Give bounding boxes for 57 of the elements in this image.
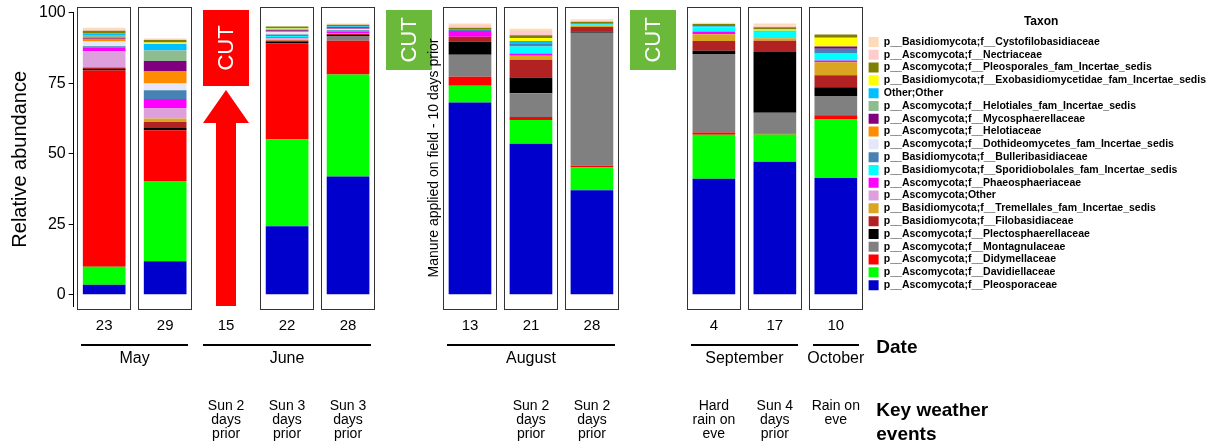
legend-label: p__Basidiomycota;f__Tremellales_fam_Incertae_sedis xyxy=(883,201,1156,214)
x-tick-label: 28 xyxy=(339,316,357,334)
annotation: CUT xyxy=(639,16,665,65)
x-tick-label: 13 xyxy=(461,316,479,334)
annotation: CUT xyxy=(396,16,422,65)
y-tick-label: 0 xyxy=(56,285,66,303)
y-tick-label: 75 xyxy=(47,73,66,91)
y-axis-title: Relative abundance xyxy=(7,70,30,248)
legend-label: p__Ascomycota;f__Helotiales_fam_Incertae_sedis xyxy=(883,98,1137,111)
legend-title: Taxon xyxy=(1023,14,1059,29)
text: October xyxy=(807,349,865,366)
legend-label: p__Ascomycota;f__Montagnulaceae xyxy=(883,239,1066,252)
text: September xyxy=(705,349,784,366)
legend-label: p__Ascomycota;f__Phaeosphaeriaceae xyxy=(883,175,1082,188)
legend-label: p__Ascomycota;f__Helotiaceae xyxy=(883,124,1042,137)
legend-label: p__Basidiomycota;f__Sporidiobolales_fam_Incertae_sedis xyxy=(883,162,1178,175)
legend-label: p__Ascomycota;f__Pleosporales_fam_Incertae_sedis xyxy=(883,60,1152,73)
text: August xyxy=(505,349,557,367)
x-tick-label: 10 xyxy=(827,316,845,334)
legend-label: p__Ascomycota;f__Plectosphaerellaceae xyxy=(883,226,1091,239)
x-tick-label: 22 xyxy=(278,316,296,334)
legend-label: p__Basidiomycota;f__Bulleribasidiaceae xyxy=(883,150,1088,163)
x-tick-label: 29 xyxy=(156,316,174,334)
legend-label: p__Ascomycota;Other xyxy=(883,188,996,201)
y-tick-label: 50 xyxy=(47,144,66,162)
y-tick-label: 100 xyxy=(38,3,66,21)
x-tick-label: 4 xyxy=(709,316,719,334)
text: Key weather events xyxy=(876,398,990,444)
legend-label: p__Ascomycota;f__Didymellaceae xyxy=(883,252,1057,265)
legend-label: p__Basidiomycota;f__Cystofilobasidiaceae xyxy=(883,34,1100,47)
legend-label: p__Ascomycota;f__Pleosporaceae xyxy=(883,278,1058,291)
legend-label: p__Ascomycota;f__Nectriaceae xyxy=(883,47,1043,60)
x-tick-label: 17 xyxy=(766,316,784,334)
y-tick-label: 25 xyxy=(47,214,66,232)
legend-label: p__Ascomycota;f__Mycosphaerellaceae xyxy=(883,111,1086,124)
annotation: CUT xyxy=(213,24,239,73)
legend-label: p__Ascomycota;f__Dothideomycetes_fam_Incertae_sedis xyxy=(883,137,1175,150)
x-tick-label: 15 xyxy=(217,316,235,334)
text: May xyxy=(118,349,151,367)
text: Sun 3 days prior xyxy=(267,397,307,441)
text: Sun 4 days prior xyxy=(755,397,795,441)
text: Sun 2 days prior xyxy=(572,397,612,441)
annotation: Manure applied on field - 10 days prior xyxy=(425,37,442,280)
text: Sun 3 days prior xyxy=(328,397,368,441)
x-tick-label: 21 xyxy=(522,316,540,334)
text: Sun 2 days prior xyxy=(206,397,246,441)
legend-label: Other;Other xyxy=(883,86,944,99)
legend-label: p__Basidiomycota;f__Exobasidiomycetidae_fam_Incertae_sedis xyxy=(883,73,1207,86)
legend-label: p__Basidiomycota;f__Filobasidiaceae xyxy=(883,214,1074,227)
legend-label: p__Ascomycota;f__Davidiellaceae xyxy=(883,265,1056,278)
x-tick-label: 28 xyxy=(583,316,601,334)
text: Hard rain on eve xyxy=(691,397,737,441)
text: Rain on eve xyxy=(810,397,861,427)
text: Sun 2 days prior xyxy=(511,397,551,441)
x-axis-title: Date xyxy=(876,336,918,358)
text: June xyxy=(268,349,306,367)
x-tick-label: 23 xyxy=(95,316,113,334)
